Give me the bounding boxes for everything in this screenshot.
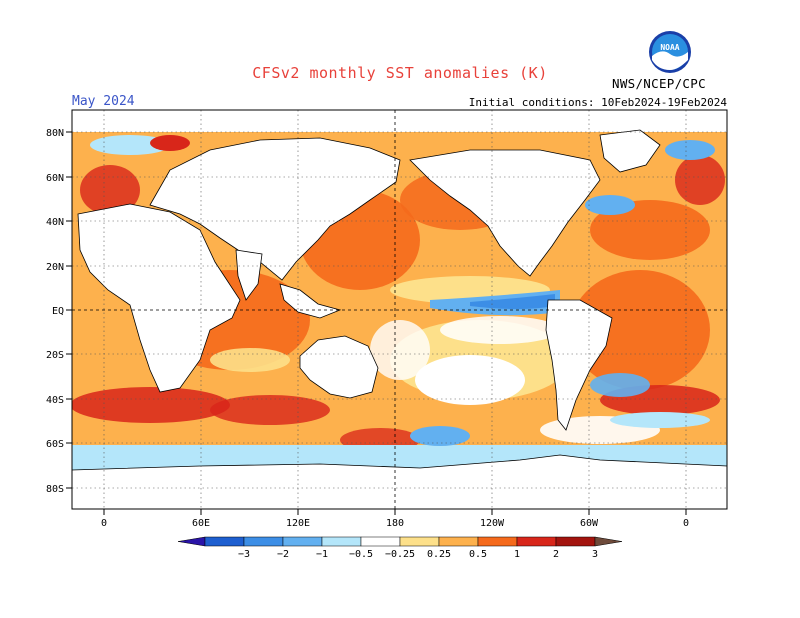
lat-label: 80S	[46, 484, 64, 495]
colorbar-segment	[177, 536, 206, 547]
lat-label: 20S	[46, 350, 64, 361]
colorbar-segment	[555, 536, 596, 547]
forecast-month: May 2024	[72, 94, 135, 109]
lat-label: 60N	[46, 173, 64, 184]
lat-label: 20N	[46, 262, 64, 273]
lon-label: 180	[386, 518, 404, 529]
colorbar-labels: −3 −2 −1 −0.5 −0.25 0.25 0.5 1 2 3	[238, 549, 598, 560]
logo-text: NOAA	[660, 43, 679, 52]
noaa-logo: NOAA	[649, 31, 691, 73]
lat-label: 40N	[46, 217, 64, 228]
lon-label: 0	[101, 518, 107, 529]
lon-label: 120W	[480, 518, 505, 529]
lon-label: 120E	[286, 518, 310, 529]
initial-conditions: Initial conditions: 10Feb2024-19Feb2024	[468, 96, 727, 109]
colorbar-label: −0.5	[349, 549, 373, 560]
agency-label: NWS/NCEP/CPC	[612, 76, 706, 91]
latitude-labels: 80N 60N 40N 20N EQ 20S 40S 60S 80S	[46, 128, 64, 495]
colorbar-segment	[516, 536, 557, 547]
lat-label: EQ	[52, 306, 64, 317]
lat-label: 40S	[46, 395, 64, 406]
graticule	[72, 110, 727, 509]
colorbar-segment	[243, 536, 284, 547]
colorbar-label: 2	[553, 549, 559, 560]
colorbar	[177, 536, 623, 547]
colorbar-segment	[204, 536, 245, 547]
colorbar-segment	[438, 536, 479, 547]
lon-label: 60E	[192, 518, 210, 529]
lon-label: 60W	[580, 518, 599, 529]
colorbar-segment	[360, 536, 401, 547]
colorbar-segment	[477, 536, 518, 547]
colorbar-label: −3	[238, 549, 250, 560]
continents	[72, 129, 727, 509]
lon-label: 0	[683, 518, 689, 529]
colorbar-segment	[282, 536, 323, 547]
longitude-labels: 0 60E 120E 180 120W 60W 0	[101, 518, 689, 529]
colorbar-label: −0.25	[385, 549, 415, 560]
colorbar-segment	[594, 536, 623, 547]
equator-dateline	[72, 110, 727, 509]
colorbar-segment	[399, 536, 440, 547]
colorbar-segment	[321, 536, 362, 547]
lat-label: 80N	[46, 128, 64, 139]
colorbar-label: 3	[592, 549, 598, 560]
colorbar-label: 0.5	[469, 549, 487, 560]
colorbar-label: −1	[316, 549, 328, 560]
colorbar-label: 1	[514, 549, 520, 560]
lat-label: 60S	[46, 439, 64, 450]
chart-title: CFSv2 monthly SST anomalies (K)	[252, 64, 548, 82]
ticks	[66, 131, 687, 515]
colorbar-label: −2	[277, 549, 289, 560]
colorbar-label: 0.25	[427, 549, 451, 560]
